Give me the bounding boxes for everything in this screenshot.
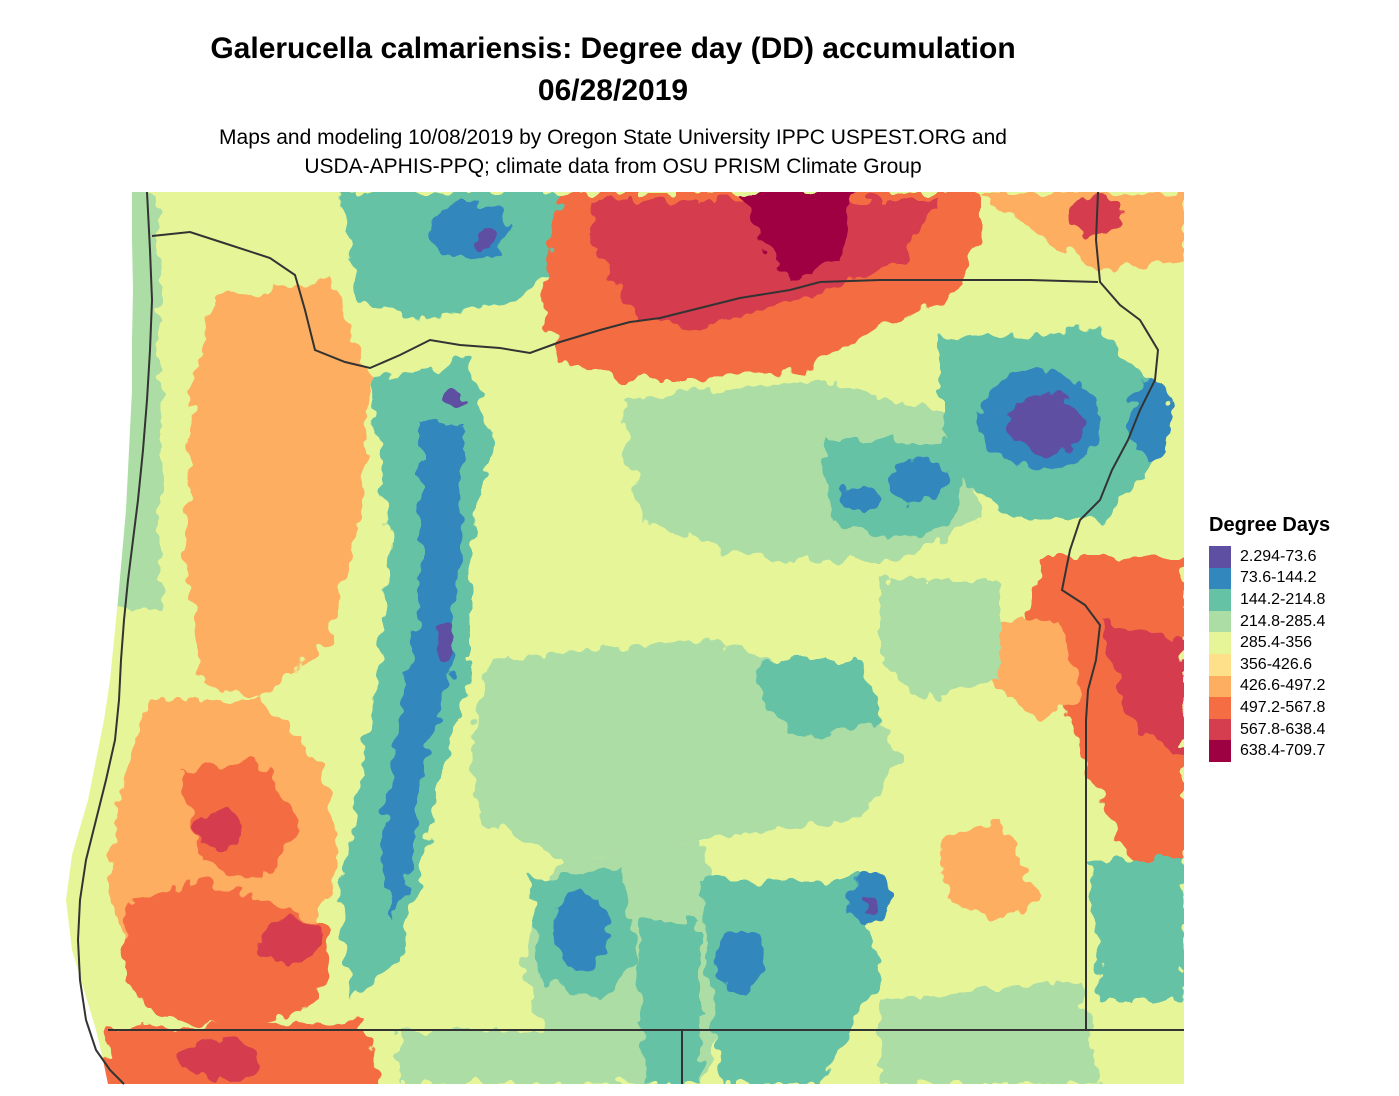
legend-label: 2.294-73.6 [1240,547,1317,565]
legend-item: 497.2-567.8 [1209,697,1389,719]
legend-swatch [1209,546,1231,568]
legend-label: 285.4-356 [1240,634,1313,652]
legend-item: 285.4-356 [1209,632,1389,654]
legend-swatch [1209,675,1231,698]
legend-swatch [1209,610,1231,633]
legend-swatch [1209,632,1231,654]
degree-day-raster [66,192,1184,1084]
boundary-lines [76,192,1184,1085]
legend-swatch [1209,718,1231,741]
legend-label: 638.4-709.7 [1240,742,1326,760]
legend-label: 356-426.6 [1240,655,1313,673]
legend-items: 2.294-73.6 73.6-144.2 144.2-214.8 214.8-285… [1209,546,1389,762]
legend-item: 567.8-638.4 [1209,718,1389,741]
legend-label: 144.2-214.8 [1240,590,1326,608]
legend-item: 144.2-214.8 [1209,589,1389,611]
legend-item: 426.6-497.2 [1209,675,1389,698]
map-credit-line-1: Maps and modeling 10/08/2019 by Oregon S… [219,126,1007,149]
legend-title: Degree Days [1209,514,1331,536]
legend-item: 356-426.6 [1209,653,1389,676]
degree-day-map [66,192,1184,1085]
map-credit-line-2: USDA-APHIS-PPQ; climate data from OSU PR… [304,155,922,178]
legend-swatch [1209,740,1231,762]
legend-label: 497.2-567.8 [1240,698,1326,716]
legend-label: 567.8-638.4 [1240,720,1326,738]
legend-swatch [1209,653,1231,676]
map-legend: Degree Days 2.294-73.6 73.6-144.2 144.2-21… [1209,510,1389,762]
legend-label: 426.6-497.2 [1240,677,1326,695]
legend-item: 73.6-144.2 [1209,567,1389,590]
legend-label: 73.6-144.2 [1240,569,1317,587]
legend-swatch [1209,697,1231,719]
map-title: Galerucella calmariensis: Degree day (DD… [210,32,1016,65]
legend-item: 2.294-73.6 [1209,546,1389,568]
legend-label: 214.8-285.4 [1240,612,1326,630]
map-date: 06/28/2019 [537,74,689,107]
legend-swatch [1209,589,1231,611]
legend-item: 214.8-285.4 [1209,610,1389,633]
legend-item: 638.4-709.7 [1209,740,1389,762]
legend-swatch [1209,567,1231,590]
